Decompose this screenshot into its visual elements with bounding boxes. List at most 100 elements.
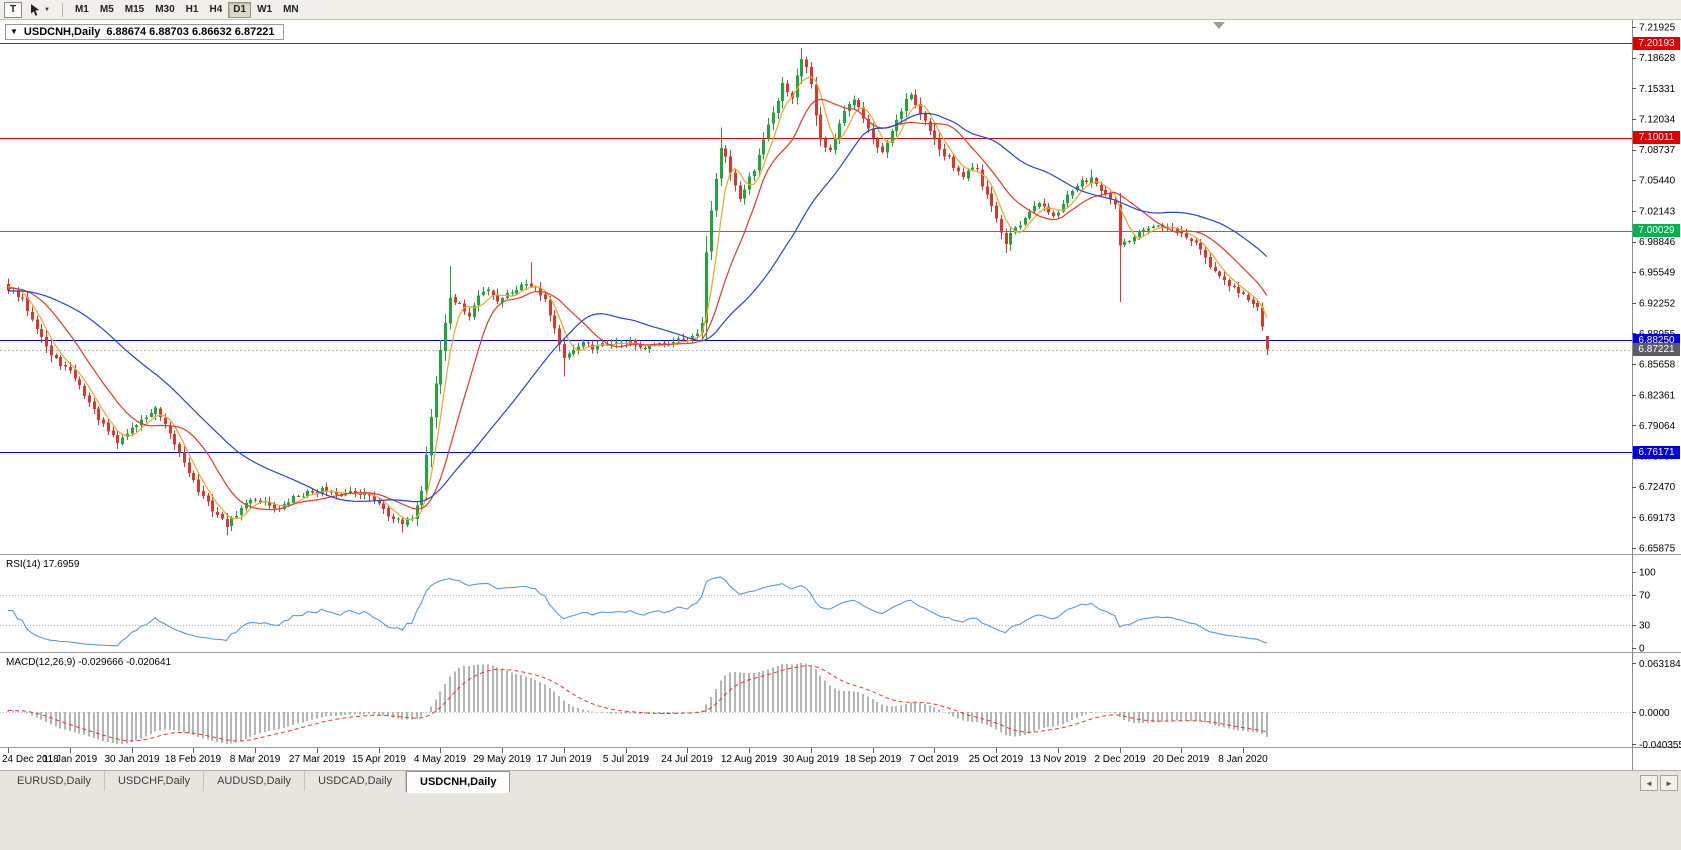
price-tick-label: 6.65875 bbox=[1639, 544, 1676, 555]
date-axis-label: 24 Dec 2018 bbox=[2, 754, 59, 765]
date-axis-label: 18 Sep 2019 bbox=[844, 754, 902, 765]
level-price-label: 7.00029 bbox=[1633, 224, 1680, 237]
date-axis-label: 4 May 2019 bbox=[413, 754, 467, 765]
tab-scroll-left-button[interactable]: ◄ bbox=[1640, 775, 1658, 791]
tab-scroll-arrows: ◄ ► bbox=[1640, 775, 1678, 791]
date-axis-label: 30 Aug 2019 bbox=[782, 754, 840, 765]
text-tool-button[interactable]: T bbox=[4, 1, 22, 18]
horizontal-level-lines[interactable] bbox=[0, 43, 1632, 453]
price-tick-label: 7.18628 bbox=[1639, 53, 1676, 64]
date-axis-label: 24 Jul 2019 bbox=[661, 754, 713, 765]
macd-signal-line bbox=[7, 665, 1267, 742]
macd-histogram bbox=[7, 663, 1268, 744]
chart-tab-usdcnh[interactable]: USDCNH,Daily bbox=[406, 771, 511, 793]
date-axis-label: 8 Mar 2019 bbox=[229, 754, 281, 765]
date-axis-label: 27 Mar 2019 bbox=[288, 754, 346, 765]
macd-main-value: -0.029666 bbox=[78, 657, 124, 668]
price-tick-label: 6.92252 bbox=[1639, 298, 1676, 309]
price-tick-label: 7.15331 bbox=[1639, 84, 1676, 95]
price-tick-label: 6.98846 bbox=[1639, 237, 1676, 248]
date-axis-label: 15 Apr 2019 bbox=[352, 754, 406, 765]
cursor-arrow-icon bbox=[31, 4, 39, 16]
price-tick-label: 7.08737 bbox=[1639, 145, 1676, 156]
price-tick-label: 6.79064 bbox=[1639, 421, 1676, 432]
chart-tab-audusd[interactable]: AUDUSD,Daily bbox=[204, 771, 306, 791]
dropdown-caret-icon: ▼ bbox=[44, 6, 50, 13]
price-tick-label: 7.12034 bbox=[1639, 114, 1676, 125]
macd-pane bbox=[0, 663, 1632, 744]
rsi-pane bbox=[0, 576, 1632, 647]
chart-tab-usdchf[interactable]: USDCHF,Daily bbox=[105, 771, 205, 791]
price-tick-label: 6.69173 bbox=[1639, 513, 1676, 524]
chart-tabs: EURUSD,Daily USDCHF,Daily AUDUSD,Daily USDC… bbox=[4, 771, 511, 793]
macd-tick-label: -0.040355 bbox=[1639, 740, 1681, 751]
price-tick-label: 6.72470 bbox=[1639, 482, 1676, 493]
timeframe-button-h4[interactable]: H4 bbox=[204, 2, 227, 18]
macd-tick-label: 0.0000 bbox=[1639, 708, 1670, 719]
chart-symbol-period: USDCNH,Daily bbox=[23, 26, 101, 38]
timeframe-buttons: M1 M5 M15 M30 H1 H4 D1 W1 MN bbox=[70, 1, 304, 18]
crosshair-tool-button[interactable]: ▼ bbox=[24, 2, 55, 18]
moving-average-line-0 bbox=[7, 76, 1268, 521]
date-ticks bbox=[8, 748, 1244, 753]
rsi-indicator-value: 17.6959 bbox=[43, 559, 80, 570]
price-tick-label: 7.02143 bbox=[1639, 206, 1676, 217]
date-axis-label: 20 Dec 2019 bbox=[1152, 754, 1210, 765]
rsi-indicator-name: RSI(14) bbox=[6, 559, 41, 570]
current-price-label: 6.87221 bbox=[1633, 343, 1680, 356]
chart-tab-eurusd[interactable]: EURUSD,Daily bbox=[4, 771, 105, 791]
timeframe-button-h1[interactable]: H1 bbox=[181, 2, 204, 18]
level-price-label: 7.20193 bbox=[1633, 37, 1680, 50]
date-axis-label: 7 Oct 2019 bbox=[909, 754, 959, 765]
candlestick-series bbox=[7, 48, 1269, 536]
moving-average-line-2 bbox=[7, 112, 1268, 503]
chart-title[interactable]: ▼ USDCNH,Daily 6.88674 6.88703 6.86632 6… bbox=[5, 24, 284, 40]
price-tick-label: 6.85658 bbox=[1639, 360, 1676, 371]
moving-average-line-1 bbox=[8, 98, 1268, 511]
macd-indicator-name: MACD(12,26,9) bbox=[6, 657, 76, 668]
date-axis-label: 2 Dec 2019 bbox=[1094, 754, 1146, 765]
date-axis-label: 30 Jan 2019 bbox=[104, 754, 160, 765]
level-price-label: 7.10011 bbox=[1633, 131, 1680, 144]
macd-signal-value: -0.020641 bbox=[126, 657, 172, 668]
macd-tick-label: 0.063184 bbox=[1639, 659, 1681, 670]
chart-shift-marker[interactable] bbox=[1213, 22, 1225, 29]
date-axis-label: 13 Nov 2019 bbox=[1029, 754, 1087, 765]
date-axis-label: 8 Jan 2020 bbox=[1218, 754, 1268, 765]
rsi-tick-label: 100 bbox=[1639, 568, 1656, 579]
timeframe-button-m15[interactable]: M15 bbox=[120, 2, 149, 18]
timeframe-button-w1[interactable]: W1 bbox=[252, 2, 277, 18]
rsi-tick-label: 0 bbox=[1639, 644, 1645, 655]
pane-separators[interactable] bbox=[0, 20, 1681, 770]
date-axis-label: 18 Feb 2019 bbox=[164, 754, 222, 765]
tab-scroll-right-button[interactable]: ► bbox=[1660, 775, 1678, 791]
timeframe-button-d1[interactable]: D1 bbox=[228, 1, 252, 18]
rsi-tick-label: 30 bbox=[1639, 621, 1651, 632]
date-axis-label: 11 Jan 2019 bbox=[42, 754, 98, 765]
toolbar-separator bbox=[61, 2, 63, 17]
timeframe-button-m1[interactable]: M1 bbox=[70, 2, 94, 18]
rsi-tick-label: 70 bbox=[1639, 590, 1651, 601]
rsi-label: RSI(14) 17.6959 bbox=[6, 559, 79, 570]
level-price-label: 6.76171 bbox=[1633, 446, 1680, 459]
timeframe-button-mn[interactable]: MN bbox=[278, 2, 304, 18]
chart-ohlc-values: 6.88674 6.88703 6.86632 6.87221 bbox=[106, 26, 275, 38]
date-axis-label: 12 Aug 2019 bbox=[720, 754, 778, 765]
date-axis-label: 29 May 2019 bbox=[473, 754, 531, 765]
timeframe-button-m30[interactable]: M30 bbox=[150, 2, 179, 18]
toolbar: T ▼ M1 M5 M15 M30 H1 H4 D1 W1 MN bbox=[0, 0, 1681, 20]
chart-title-marker-icon: ▼ bbox=[10, 27, 18, 36]
price-tick-label: 7.21925 bbox=[1639, 23, 1676, 34]
date-axis-label: 17 Jun 2019 bbox=[536, 754, 592, 765]
date-axis-label: 5 Jul 2019 bbox=[602, 754, 650, 765]
rsi-line bbox=[7, 576, 1267, 647]
macd-label: MACD(12,26,9) -0.029666 -0.020641 bbox=[6, 657, 171, 668]
timeframe-button-m5[interactable]: M5 bbox=[95, 2, 119, 18]
chart-tab-usdcad[interactable]: USDCAD,Daily bbox=[305, 771, 407, 791]
chart-tab-bar: EURUSD,Daily USDCHF,Daily AUDUSD,Daily USDC… bbox=[0, 770, 1681, 793]
date-axis-label: 25 Oct 2019 bbox=[968, 754, 1024, 765]
date-axis: 24 Dec 2018 11 Jan 2019 30 Jan 2019 18 Feb … bbox=[0, 754, 1681, 770]
price-tick-label: 6.95549 bbox=[1639, 268, 1676, 279]
